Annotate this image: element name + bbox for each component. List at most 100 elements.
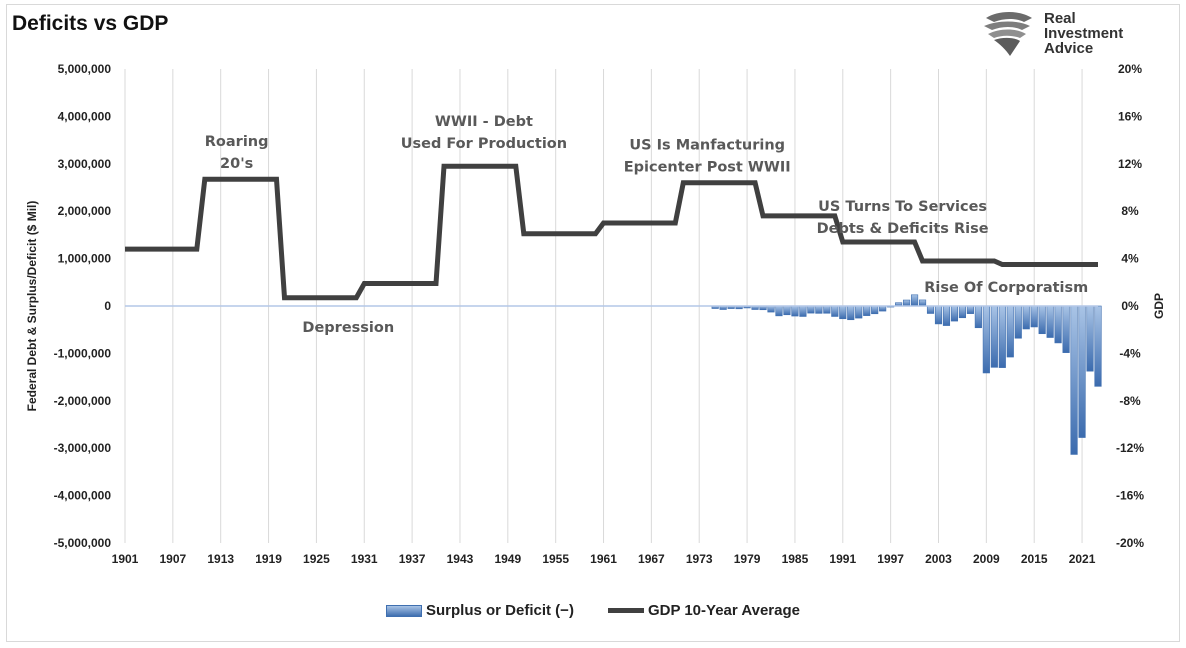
deficit-bar — [1086, 305, 1094, 372]
annotation-text: Rise Of Corporatism — [924, 280, 1088, 296]
deficit-bar — [934, 305, 943, 325]
deficit-bar — [1070, 305, 1078, 455]
eagle-head-icon — [984, 12, 1032, 56]
right-tick-label: 20% — [1118, 62, 1142, 76]
legend-swatch-bar — [386, 604, 422, 617]
x-tick-label: 1913 — [207, 552, 234, 566]
left-tick-label: 3,000,000 — [58, 157, 112, 171]
deficit-bar — [926, 305, 935, 314]
annotation-line: Roaring — [205, 134, 269, 150]
x-tick-label: 1937 — [399, 552, 426, 566]
left-tick-label: 2,000,000 — [58, 204, 112, 218]
x-tick-label: 2021 — [1069, 552, 1096, 566]
chart-title: Deficits vs GDP — [12, 12, 169, 35]
deficit-bar — [839, 305, 847, 320]
x-tick-label: 1979 — [734, 552, 761, 566]
annotation-line: 20's — [220, 156, 253, 172]
legend-item-deficit: Surplus or Deficit (−) — [386, 602, 574, 619]
x-tick-label: 2015 — [1021, 552, 1048, 566]
x-tick-label: 1943 — [447, 552, 474, 566]
annotations: Roaring 20's Depression WWII - Debt Used For… — [205, 114, 1089, 336]
x-tick-label: 1973 — [686, 552, 713, 566]
deficit-bar — [910, 294, 919, 307]
x-tick-label: 2003 — [925, 552, 952, 566]
deficit-bar — [807, 305, 815, 314]
left-tick-label: -2,000,000 — [54, 394, 112, 408]
legend-item-gdp: GDP 10-Year Average — [607, 602, 800, 619]
x-tick-label: 1901 — [112, 552, 139, 566]
annotation-text: US Is Manfacturing Epicenter Post WWII — [624, 138, 791, 176]
annotation-line: Rise Of Corporatism — [924, 280, 1088, 296]
deficit-bar — [871, 305, 879, 315]
right-tick-label: -4% — [1119, 346, 1141, 360]
logo-line: Advice — [1044, 40, 1094, 57]
deficit-bar — [831, 305, 839, 317]
annotation-text: Depression — [302, 320, 394, 336]
gdp-series-line — [125, 163, 1098, 301]
annotation-line: US Is Manfacturing — [629, 138, 785, 154]
x-tick-label: 1961 — [590, 552, 617, 566]
logo-line: Real — [1044, 10, 1076, 27]
x-tick-label: 1967 — [638, 552, 665, 566]
deficit-bar — [879, 305, 887, 312]
annotation-line: Debts & Deficits Rise — [817, 221, 989, 237]
right-tick-label: -20% — [1116, 536, 1144, 550]
deficit-bar — [958, 305, 966, 319]
deficit-bar — [1054, 305, 1062, 344]
left-tick-label: 0 — [104, 299, 111, 313]
legend-label-deficit: Surplus or Deficit (−) — [426, 602, 574, 619]
left-axis-ticks: 5,000,000 4,000,000 3,000,000 2,000,000 1,00… — [54, 62, 112, 550]
deficit-bar — [966, 305, 974, 314]
x-tick-label: 1955 — [542, 552, 569, 566]
annotation-line: US Turns To Services — [818, 199, 987, 215]
deficit-bar — [942, 305, 951, 326]
right-tick-label: 0% — [1121, 299, 1139, 313]
deficit-bar — [918, 299, 927, 307]
logo-line: Investment — [1044, 25, 1124, 42]
deficit-bar — [1094, 305, 1102, 387]
deficit-bar — [815, 305, 823, 314]
deficit-bar — [1078, 305, 1086, 438]
annotation-line: Used For Production — [401, 136, 567, 152]
annotation-line: WWII - Debt — [435, 114, 533, 130]
x-tick-label: 1907 — [160, 552, 187, 566]
right-tick-label: 16% — [1118, 109, 1142, 123]
deficits-gdp-chart: 5,000,000 4,000,000 3,000,000 2,000,000 1,00… — [25, 62, 1166, 566]
left-axis-label: Federal Debt & Surplus/Deficit ($ Mil) — [25, 201, 39, 412]
deficit-bar — [847, 305, 855, 321]
left-tick-label: -5,000,000 — [54, 536, 112, 550]
legend: Surplus or Deficit (−) GDP 10-Year Avera… — [0, 602, 1186, 619]
deficit-bars — [711, 294, 1102, 455]
x-tick-label: 1925 — [303, 552, 330, 566]
right-tick-label: 8% — [1121, 204, 1139, 218]
deficit-bar — [823, 305, 831, 314]
deficit-bar — [903, 299, 911, 307]
deficit-bar — [1022, 305, 1030, 330]
deficit-bar — [791, 305, 799, 317]
left-tick-label: -3,000,000 — [54, 441, 112, 455]
x-tick-label: 1919 — [255, 552, 282, 566]
right-tick-label: 12% — [1118, 157, 1142, 171]
annotation-text: Roaring 20's — [205, 134, 269, 172]
deficit-bar — [767, 305, 775, 313]
deficit-bar — [974, 305, 982, 329]
deficit-bar — [950, 305, 959, 322]
annotation-text: US Turns To Services Debts & Deficits Ris… — [817, 199, 989, 237]
legend-label-gdp: GDP 10-Year Average — [647, 602, 800, 619]
left-tick-label: 5,000,000 — [58, 62, 112, 76]
right-tick-label: 4% — [1121, 252, 1139, 266]
deficit-bar — [855, 305, 863, 319]
deficit-bar — [799, 305, 807, 317]
x-tick-label: 1997 — [877, 552, 904, 566]
deficit-bar — [1038, 305, 1046, 335]
gdp-line-layer — [125, 163, 1098, 301]
annotation-line: Depression — [302, 320, 394, 336]
deficit-bar — [783, 305, 791, 316]
logo-text: Real Investment Advice — [1044, 11, 1123, 56]
logo: Real Investment Advice — [980, 8, 1150, 60]
x-tick-label: 2009 — [973, 552, 1000, 566]
right-tick-label: -12% — [1116, 441, 1144, 455]
x-tick-label: 1991 — [829, 552, 856, 566]
left-tick-label: -4,000,000 — [54, 489, 112, 503]
x-axis-ticks: 1901 1907 1913 1919 1925 1931 1937 1943 1949 1955… — [112, 552, 1096, 566]
